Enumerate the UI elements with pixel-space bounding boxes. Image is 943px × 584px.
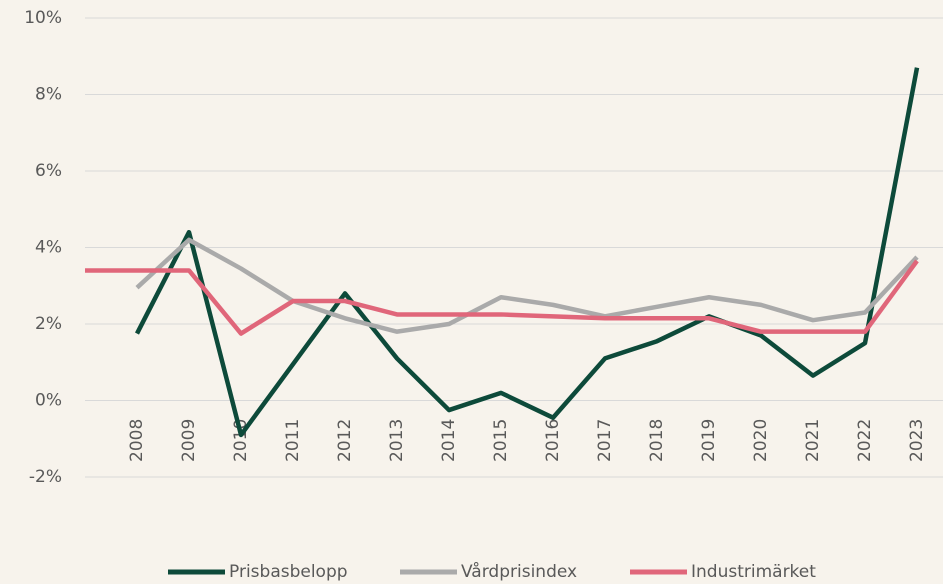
x-tick-label: 2017: [595, 419, 615, 462]
x-tick-label: 2023: [907, 419, 927, 462]
y-tick-label: 4%: [35, 238, 62, 258]
x-tick-label: 2013: [387, 419, 407, 462]
x-tick-label: 2016: [543, 419, 563, 462]
y-tick-label: 6%: [35, 161, 62, 181]
y-tick-label: -2%: [29, 467, 62, 487]
x-tick-label: 2014: [439, 419, 459, 462]
y-tick-label: 8%: [35, 85, 62, 105]
y-tick-label: 2%: [35, 314, 62, 334]
x-tick-label: 2011: [283, 419, 303, 462]
x-tick-label: 2018: [647, 419, 667, 462]
x-tick-label: 2015: [491, 419, 511, 462]
x-tick-label: 2020: [751, 419, 771, 462]
legend-label: Prisbasbelopp: [229, 562, 348, 582]
legend-label: Vårdprisindex: [461, 561, 577, 582]
series-line: [135, 237, 919, 334]
series-line: [134, 67, 920, 438]
x-tick-label: 2012: [335, 419, 355, 462]
y-tick-label: 10%: [24, 8, 62, 28]
x-tick-label: 2009: [179, 419, 199, 462]
series-line: [85, 259, 919, 336]
x-tick-label: 2021: [803, 419, 823, 462]
x-tick-label: 2019: [699, 419, 719, 462]
x-tick-label: 2008: [127, 419, 147, 462]
y-tick-label: 0%: [35, 391, 62, 411]
x-tick-label: 2022: [855, 419, 875, 462]
legend-label: Industrimärket: [691, 562, 816, 582]
